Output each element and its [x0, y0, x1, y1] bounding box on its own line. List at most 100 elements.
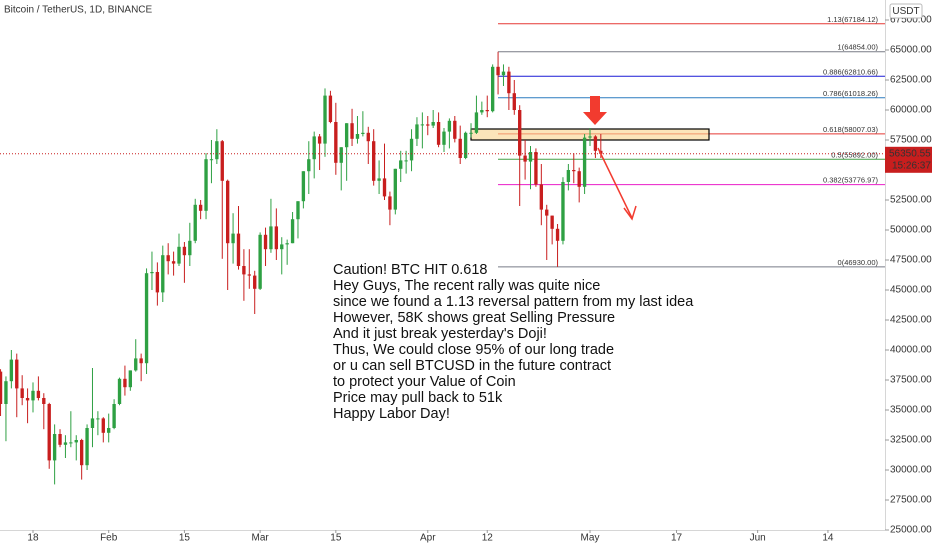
candle-body: [0, 371, 3, 405]
fib-label: 0.382(53776.97): [823, 176, 879, 185]
candle-body: [198, 204, 203, 211]
y-tick-label: 25000.00: [890, 525, 932, 536]
candle-body: [166, 255, 170, 262]
candle-body: [263, 234, 268, 250]
axes: 25000.00 27500.00 30000.00 32500.00 35000.00…: [27, 15, 932, 544]
y-tick-label: 32500.00: [890, 435, 932, 446]
candle-body: [69, 442, 73, 444]
candle-body: [4, 381, 8, 405]
fib-label: 1(64854.00): [838, 43, 879, 52]
candle-body: [490, 66, 495, 112]
candle-body: [388, 196, 392, 210]
candle-body: [63, 442, 68, 445]
annotation-line: Happy Labor Day!: [333, 406, 450, 422]
candle-body: [42, 398, 46, 405]
candle-body: [301, 171, 306, 202]
candle-body: [474, 112, 479, 133]
candle-body: [431, 122, 435, 126]
fib-label: 0.786(61018.26): [823, 89, 879, 98]
candle-body: [555, 228, 560, 241]
y-tick-label: 27500.00: [890, 495, 932, 506]
fib-label: 0.886(62810.66): [823, 67, 879, 76]
candle-body: [107, 428, 111, 433]
candle-body: [193, 204, 197, 241]
candle-body: [258, 234, 262, 289]
candle-body: [409, 138, 414, 161]
candle-body: [231, 233, 235, 244]
candle-body: [280, 244, 284, 250]
candle-body: [236, 233, 241, 267]
currency-box[interactable]: [889, 3, 923, 19]
y-tick-label: 37500.00: [890, 375, 932, 386]
y-tick-label: 57500.00: [890, 135, 932, 146]
candle-body: [139, 358, 143, 364]
candle-body: [144, 273, 149, 364]
annotation-line: Hey Guys, The recent rally was quite nic…: [333, 278, 600, 294]
candle-body: [377, 178, 381, 181]
candle-body: [323, 95, 327, 144]
x-tick-label: 15: [179, 533, 191, 544]
annotation-line: However, 58K shows great Selling Pressur…: [333, 310, 615, 326]
y-tick-label: 52500.00: [890, 195, 932, 206]
candle-body: [372, 141, 376, 181]
candle-body: [518, 110, 522, 156]
currency: USDT: [892, 6, 919, 17]
candle-body: [566, 170, 571, 183]
candle-body: [25, 398, 30, 401]
y-tick-label: 30000.00: [890, 465, 932, 476]
candle-body: [317, 136, 322, 144]
y-tick-label: 67500.00: [890, 15, 932, 26]
candle-body: [528, 152, 533, 162]
candle-body: [274, 226, 279, 250]
candle-body: [155, 272, 160, 293]
candle-body: [399, 160, 403, 169]
candle-body: [480, 110, 484, 113]
candle-body: [561, 182, 565, 241]
candle-body: [523, 155, 527, 162]
candle-body: [582, 137, 587, 187]
fib-retracement: 1.13(67184.12) 1(64854.00) 0.886(62810.66)…: [498, 15, 885, 268]
candle-body: [453, 120, 457, 139]
candle-body: [182, 246, 187, 256]
x-tick-label: 17: [671, 533, 683, 544]
candle-body: [90, 418, 95, 429]
candle-body: [74, 440, 78, 443]
annotation-line: to protect your Value of Coin: [333, 374, 516, 390]
y-tick-label: 65000.00: [890, 45, 932, 56]
candle-body: [188, 240, 192, 256]
candle-body: [117, 378, 122, 405]
candle-body: [290, 219, 295, 244]
candle-body: [507, 71, 511, 94]
candle-body: [247, 274, 251, 276]
y-tick-label: 35000.00: [890, 405, 932, 416]
candle-body: [588, 136, 592, 138]
candle-body: [545, 209, 549, 216]
candle-body: [577, 171, 581, 187]
x-tick-label: Apr: [420, 533, 436, 544]
x-tick-label: Jun: [750, 533, 766, 544]
candle-body: [31, 390, 35, 401]
candle-body: [36, 390, 41, 399]
candle-body: [171, 261, 176, 264]
last-price-label: 56350.55: [889, 148, 931, 159]
candle-body: [225, 180, 230, 244]
candle-body: [47, 404, 51, 461]
candle-body: [312, 136, 316, 160]
x-tick-label: 18: [27, 533, 39, 544]
candle-body: [209, 159, 214, 161]
candle-body: [79, 440, 84, 466]
candle-body: [339, 147, 343, 163]
candle-body: [344, 123, 349, 148]
candle-body: [161, 255, 165, 293]
y-tick-label: 60000.00: [890, 105, 932, 116]
y-tick-label: 47500.00: [890, 255, 932, 266]
fib-label: 0.618(58007.03): [823, 125, 879, 134]
candle-body: [458, 138, 462, 159]
last-price-tag: [885, 146, 932, 173]
candle-body: [269, 226, 273, 250]
candle-body: [101, 418, 105, 433]
